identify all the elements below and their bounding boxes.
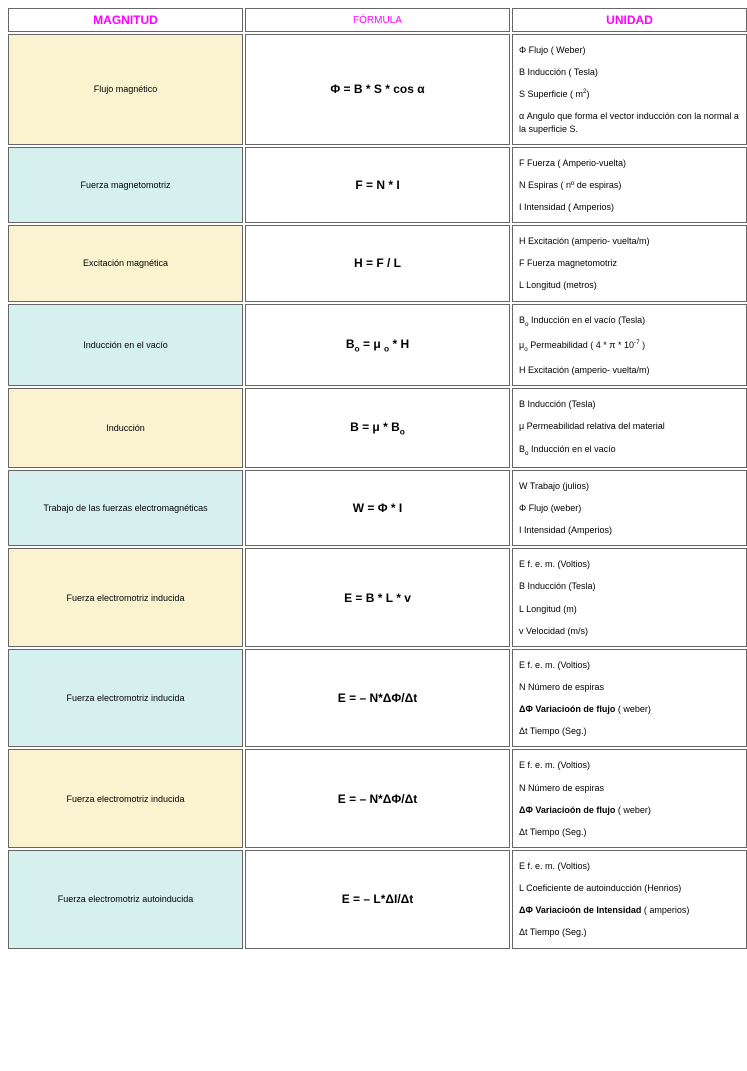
magnitud-cell: Fuerza electromotriz autoinducida bbox=[8, 850, 243, 949]
unidad-line: ΔΦ Variacioón de flujo ( weber) bbox=[519, 698, 740, 720]
unidad-cell: E f. e. m. (Voltios)N Número de espirasΔ… bbox=[512, 649, 747, 748]
unidad-line: ΔΦ Variacioón de flujo ( weber) bbox=[519, 799, 740, 821]
unidad-line: I Intensidad ( Amperios) bbox=[519, 196, 740, 218]
unidad-line: L Coeficiente de autoinducción (Henrios) bbox=[519, 877, 740, 899]
table-row: Fuerza electromotriz inducidaE = – N*ΔΦ/… bbox=[8, 749, 747, 848]
unidad-line: H Excitación (amperio- vuelta/m) bbox=[519, 359, 740, 381]
unidad-line: Δt Tiempo (Seg.) bbox=[519, 921, 740, 943]
header-magnitud: MAGNITUD bbox=[8, 8, 243, 32]
unidad-line: B Inducción (Tesla) bbox=[519, 393, 740, 415]
table-row: Trabajo de las fuerzas electromagnéticas… bbox=[8, 470, 747, 546]
unidad-line: Bo Inducción en el vacío bbox=[519, 438, 740, 463]
unidad-line: E f. e. m. (Voltios) bbox=[519, 654, 740, 676]
table-row: Flujo magnéticoΦ = B * S * cos αΦ Flujo … bbox=[8, 34, 747, 145]
magnitud-cell: Fuerza electromotriz inducida bbox=[8, 548, 243, 647]
magnitud-cell: Fuerza electromotriz inducida bbox=[8, 649, 243, 748]
formula-cell: Bo = μ o * H bbox=[245, 304, 510, 387]
magnitud-cell: Flujo magnético bbox=[8, 34, 243, 145]
unidad-cell: E f. e. m. (Voltios)L Coeficiente de aut… bbox=[512, 850, 747, 949]
unidad-line: μ Permeabilidad relativa del material bbox=[519, 415, 740, 437]
unidad-line: S Superficie ( m2) bbox=[519, 83, 740, 105]
formula-cell: F = N * I bbox=[245, 147, 510, 223]
unidad-line: L Longitud (m) bbox=[519, 598, 740, 620]
unidad-line: μo Permeabilidad ( 4 * π * 10-7 ) bbox=[519, 334, 740, 359]
formula-cell: Φ = B * S * cos α bbox=[245, 34, 510, 145]
unidad-cell: F Fuerza ( Amperio-vuelta)N Espiras ( nº… bbox=[512, 147, 747, 223]
magnitud-cell: Fuerza magnetomotriz bbox=[8, 147, 243, 223]
unidad-line: B Inducción (Tesla) bbox=[519, 575, 740, 597]
unidad-line: N Espiras ( nº de espiras) bbox=[519, 174, 740, 196]
unidad-line: F Fuerza ( Amperio-vuelta) bbox=[519, 152, 740, 174]
unidad-line: Φ Flujo (weber) bbox=[519, 497, 740, 519]
unidad-cell: W Trabajo (julios)Φ Flujo (weber)I Inten… bbox=[512, 470, 747, 546]
magnitud-cell: Fuerza electromotriz inducida bbox=[8, 749, 243, 848]
unidad-cell: E f. e. m. (Voltios)B Inducción (Tesla)L… bbox=[512, 548, 747, 647]
formula-cell: E = – L*ΔI/Δt bbox=[245, 850, 510, 949]
formula-cell: E = B * L * v bbox=[245, 548, 510, 647]
unidad-line: ΔΦ Variacioón de Intensidad ( amperios) bbox=[519, 899, 740, 921]
magnitud-cell: Inducción en el vacío bbox=[8, 304, 243, 387]
unidad-cell: B Inducción (Tesla)μ Permeabilidad relat… bbox=[512, 388, 747, 468]
unidad-line: E f. e. m. (Voltios) bbox=[519, 855, 740, 877]
magnitud-cell: Inducción bbox=[8, 388, 243, 468]
physics-formula-table: MAGNITUD FÓRMULA UNIDAD Flujo magnéticoΦ… bbox=[6, 6, 747, 951]
unidad-cell: Φ Flujo ( Weber)B Inducción ( Tesla)S Su… bbox=[512, 34, 747, 145]
unidad-line: N Número de espiras bbox=[519, 777, 740, 799]
table-row: Fuerza electromotriz autoinducidaE = – L… bbox=[8, 850, 747, 949]
unidad-cell: Bo Inducción en el vacío (Tesla)μo Perme… bbox=[512, 304, 747, 387]
unidad-line: E f. e. m. (Voltios) bbox=[519, 553, 740, 575]
unidad-line: N Número de espiras bbox=[519, 676, 740, 698]
magnitud-cell: Trabajo de las fuerzas electromagnéticas bbox=[8, 470, 243, 546]
unidad-line: Δt Tiempo (Seg.) bbox=[519, 821, 740, 843]
magnitud-cell: Excitación magnética bbox=[8, 225, 243, 301]
unidad-line: F Fuerza magnetomotriz bbox=[519, 252, 740, 274]
formula-cell: E = – N*ΔΦ/Δt bbox=[245, 749, 510, 848]
formula-cell: B = μ * Bo bbox=[245, 388, 510, 468]
unidad-line: W Trabajo (julios) bbox=[519, 475, 740, 497]
table-row: Fuerza electromotriz inducidaE = B * L *… bbox=[8, 548, 747, 647]
table-row: Fuerza magnetomotrizF = N * IF Fuerza ( … bbox=[8, 147, 747, 223]
unidad-line: H Excitación (amperio- vuelta/m) bbox=[519, 230, 740, 252]
unidad-line: E f. e. m. (Voltios) bbox=[519, 754, 740, 776]
table-row: InducciónB = μ * BoB Inducción (Tesla)μ … bbox=[8, 388, 747, 468]
unidad-line: Φ Flujo ( Weber) bbox=[519, 39, 740, 61]
formula-cell: E = – N*ΔΦ/Δt bbox=[245, 649, 510, 748]
formula-cell: W = Φ * I bbox=[245, 470, 510, 546]
formula-cell: H = F / L bbox=[245, 225, 510, 301]
unidad-line: Δt Tiempo (Seg.) bbox=[519, 720, 740, 742]
unidad-line: Bo Inducción en el vacío (Tesla) bbox=[519, 309, 740, 334]
header-formula: FÓRMULA bbox=[245, 8, 510, 32]
unidad-line: v Velocidad (m/s) bbox=[519, 620, 740, 642]
table-row: Inducción en el vacíoBo = μ o * HBo Indu… bbox=[8, 304, 747, 387]
unidad-cell: E f. e. m. (Voltios)N Número de espirasΔ… bbox=[512, 749, 747, 848]
table-header-row: MAGNITUD FÓRMULA UNIDAD bbox=[8, 8, 747, 32]
unidad-line: α Angulo que forma el vector inducción c… bbox=[519, 105, 740, 139]
unidad-cell: H Excitación (amperio- vuelta/m)F Fuerza… bbox=[512, 225, 747, 301]
unidad-line: B Inducción ( Tesla) bbox=[519, 61, 740, 83]
header-unidad: UNIDAD bbox=[512, 8, 747, 32]
unidad-line: I Intensidad (Amperios) bbox=[519, 519, 740, 541]
table-row: Excitación magnéticaH = F / LH Excitació… bbox=[8, 225, 747, 301]
unidad-line: L Longitud (metros) bbox=[519, 274, 740, 296]
table-row: Fuerza electromotriz inducidaE = – N*ΔΦ/… bbox=[8, 649, 747, 748]
